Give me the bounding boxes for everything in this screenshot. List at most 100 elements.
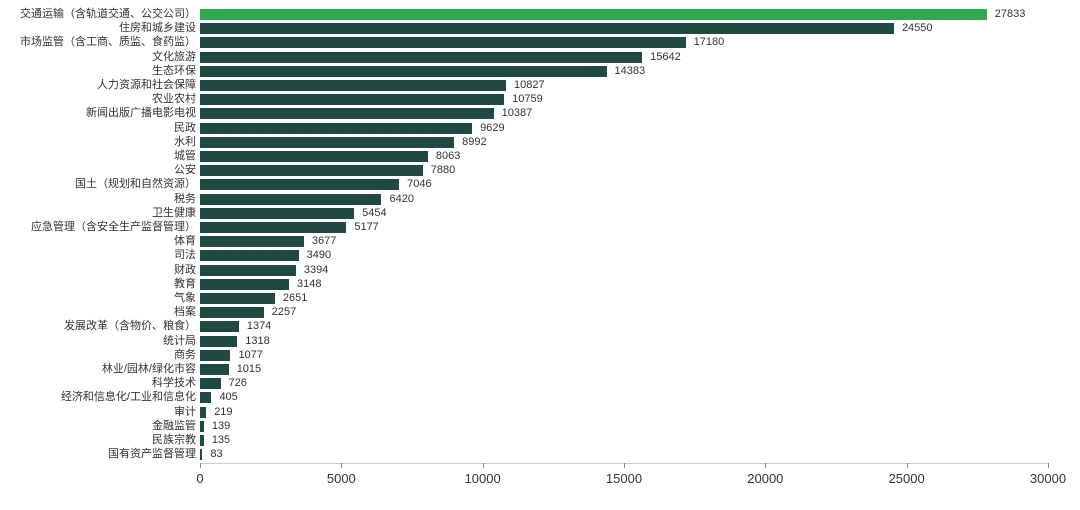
bar — [200, 421, 204, 432]
bar — [200, 336, 237, 347]
bar-category-label: 档案 — [0, 306, 196, 319]
bar-row: 住房和城乡建设24550 — [200, 22, 1048, 35]
bar-row: 国有资产监督管理83 — [200, 448, 1048, 461]
bar — [200, 37, 686, 48]
bar-row: 教育3148 — [200, 278, 1048, 291]
bar — [200, 350, 230, 361]
x-tick-label: 30000 — [1030, 471, 1066, 486]
x-tick-label: 5000 — [327, 471, 356, 486]
bar-value-label: 6420 — [389, 193, 413, 206]
bar-row: 体育3677 — [200, 235, 1048, 248]
bar — [200, 66, 607, 77]
bar-category-label: 教育 — [0, 278, 196, 291]
bar-row: 气象2651 — [200, 292, 1048, 305]
bar-row: 应急管理（含安全生产监督管理）5177 — [200, 221, 1048, 234]
bar-value-label: 5177 — [354, 221, 378, 234]
bar — [200, 9, 987, 20]
bar-row: 新闻出版广播电影电视10387 — [200, 107, 1048, 120]
bar-category-label: 体育 — [0, 235, 196, 248]
bar — [200, 151, 428, 162]
bar-category-label: 民族宗教 — [0, 434, 196, 447]
bar-row: 水利8992 — [200, 136, 1048, 149]
bar-value-label: 1077 — [238, 349, 262, 362]
bar-category-label: 发展改革（含物价、粮食） — [0, 320, 196, 333]
x-tick-label: 15000 — [606, 471, 642, 486]
bar-category-label: 生态环保 — [0, 65, 196, 78]
bar-value-label: 5454 — [362, 207, 386, 220]
bar-value-label: 2651 — [283, 292, 307, 305]
bar-category-label: 农业农村 — [0, 93, 196, 106]
bar-category-label: 经济和信息化/工业和信息化 — [0, 391, 196, 404]
x-tick-label: 20000 — [747, 471, 783, 486]
bar-row: 市场监管（含工商、质监、食药监）17180 — [200, 36, 1048, 49]
x-tick — [341, 463, 342, 468]
bar-category-label: 气象 — [0, 292, 196, 305]
bar-value-label: 1374 — [247, 320, 271, 333]
bar-row: 民政9629 — [200, 122, 1048, 135]
bar — [200, 265, 296, 276]
bar-category-label: 交通运输（含轨道交通、公交公司） — [0, 8, 196, 21]
bar-value-label: 1318 — [245, 335, 269, 348]
bar-category-label: 统计局 — [0, 335, 196, 348]
bar-value-label: 24550 — [902, 22, 933, 35]
bar — [200, 80, 506, 91]
bar-category-label: 司法 — [0, 249, 196, 262]
bar — [200, 307, 264, 318]
bar-row: 科学技术726 — [200, 377, 1048, 390]
bar-row: 税务6420 — [200, 193, 1048, 206]
bar-row: 文化旅游15642 — [200, 51, 1048, 64]
bar-row: 卫生健康5454 — [200, 207, 1048, 220]
bar — [200, 23, 894, 34]
bar-category-label: 水利 — [0, 136, 196, 149]
x-axis: 050001000015000200002500030000 — [200, 463, 1048, 493]
bar — [200, 407, 206, 418]
bar-row: 交通运输（含轨道交通、公交公司）27833 — [200, 8, 1048, 21]
bar-category-label: 应急管理（含安全生产监督管理） — [0, 221, 196, 234]
x-tick — [483, 463, 484, 468]
bar-category-label: 审计 — [0, 406, 196, 419]
bar — [200, 179, 399, 190]
bar — [200, 108, 494, 119]
bar — [200, 449, 202, 460]
bar — [200, 378, 221, 389]
bar-category-label: 财政 — [0, 264, 196, 277]
bar-value-label: 1015 — [237, 363, 261, 376]
horizontal-bar-chart: 交通运输（含轨道交通、公交公司）27833住房和城乡建设24550市场监管（含工… — [0, 8, 1080, 502]
bar-value-label: 7046 — [407, 178, 431, 191]
bar-category-label: 商务 — [0, 349, 196, 362]
bar — [200, 52, 642, 63]
bar — [200, 165, 423, 176]
bar-value-label: 219 — [214, 406, 232, 419]
bar-value-label: 15642 — [650, 51, 681, 64]
bar-value-label: 3394 — [304, 264, 328, 277]
bar-row: 商务1077 — [200, 349, 1048, 362]
bar-category-label: 城管 — [0, 150, 196, 163]
bar-row: 统计局1318 — [200, 335, 1048, 348]
bar-row: 经济和信息化/工业和信息化405 — [200, 391, 1048, 404]
bar — [200, 208, 354, 219]
x-tick-label: 25000 — [889, 471, 925, 486]
bar-category-label: 林业/园林/绿化市容 — [0, 363, 196, 376]
plot-area: 交通运输（含轨道交通、公交公司）27833住房和城乡建设24550市场监管（含工… — [200, 8, 1048, 463]
x-tick — [1048, 463, 1049, 468]
bar-category-label: 人力资源和社会保障 — [0, 79, 196, 92]
x-tick — [200, 463, 201, 468]
bar — [200, 435, 204, 446]
bar — [200, 222, 346, 233]
bar-row: 审计219 — [200, 406, 1048, 419]
bar-category-label: 卫生健康 — [0, 207, 196, 220]
bar-value-label: 17180 — [694, 36, 725, 49]
bar-value-label: 10387 — [502, 107, 533, 120]
bar-row: 农业农村10759 — [200, 93, 1048, 106]
bar-value-label: 7880 — [431, 164, 455, 177]
bar — [200, 293, 275, 304]
bar — [200, 194, 381, 205]
bar-row: 公安7880 — [200, 164, 1048, 177]
bar-row: 档案2257 — [200, 306, 1048, 319]
bar-row: 财政3394 — [200, 264, 1048, 277]
bar-value-label: 3490 — [307, 249, 331, 262]
x-tick — [624, 463, 625, 468]
bar — [200, 123, 472, 134]
bar-value-label: 10759 — [512, 93, 543, 106]
bar-category-label: 国有资产监督管理 — [0, 448, 196, 461]
